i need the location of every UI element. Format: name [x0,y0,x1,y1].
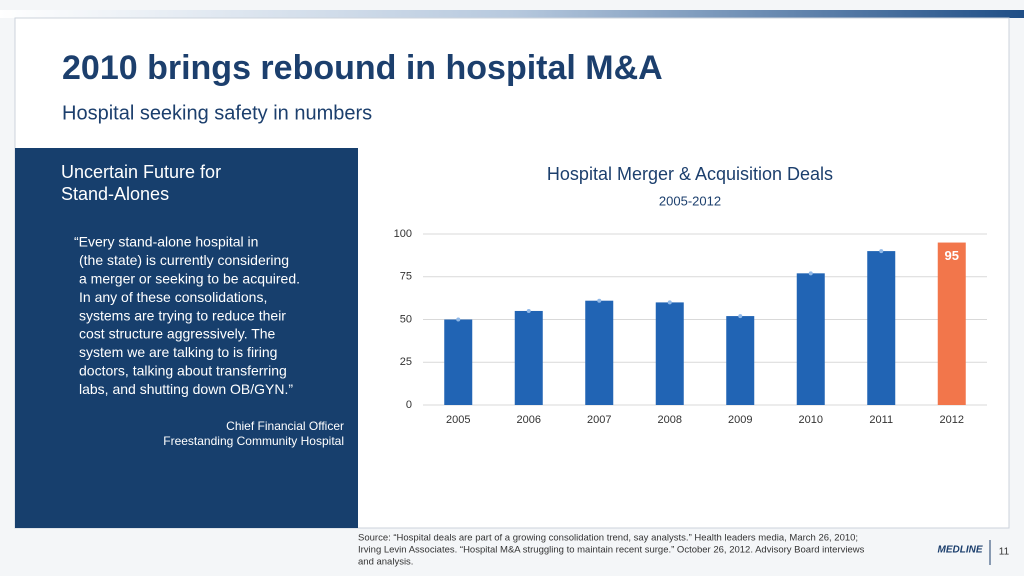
top-bar [0,10,1024,18]
quote-line: a merger or seeking to be acquired. [79,271,300,287]
quote-line: doctors, talking about transferring [79,363,287,379]
bar [726,316,755,405]
bar-marker [879,249,884,254]
y-tick-label: 25 [400,356,412,368]
x-tick-label: 2011 [869,414,893,426]
page-number: 11 [999,547,1010,558]
chart-title: Hospital Merger & Acquisition Deals [547,164,833,184]
bar-marker [526,308,531,313]
y-tick-label: 0 [406,399,412,411]
chart-subtitle: 2005-2012 [659,193,721,208]
quote-line: cost structure aggressively. The [79,326,276,342]
bar-marker [738,314,743,319]
x-tick-label: 2008 [658,414,682,426]
quote-line: labs, and shutting down OB/GYN.” [79,381,293,397]
panel-heading: Stand-Alones [61,184,169,204]
logo: MEDLINE [938,545,983,556]
source-line: Source: “Hospital deals are part of a gr… [358,533,858,544]
quote-line: “Every stand-alone hospital in [74,234,258,250]
bar [514,310,543,405]
bar-marker [456,317,461,322]
bar-marker [597,298,602,303]
x-tick-label: 2006 [517,414,541,426]
slide-subtitle: Hospital seeking safety in numbers [62,102,372,124]
source-line: Irving Levin Associates. “Hospital M&A s… [358,545,865,556]
source-line: and analysis. [358,557,413,568]
y-tick-label: 100 [394,228,412,240]
panel-heading: Uncertain Future for [61,162,221,182]
quote-line: (the state) is currently considering [79,252,289,268]
y-tick-label: 75 [400,271,412,283]
x-tick-label: 2005 [446,414,470,426]
bar [867,251,896,405]
quote-line: In any of these consolidations, [79,289,267,305]
attribution: Freestanding Community Hospital [163,434,344,448]
quote-line: system we are talking to is firing [79,344,277,360]
attribution: Chief Financial Officer [226,419,344,433]
bar [444,319,473,405]
slide-title: 2010 brings rebound in hospital M&A [62,49,663,87]
x-tick-label: 2007 [587,414,611,426]
bar [937,242,966,405]
x-tick-label: 2010 [799,414,823,426]
quote-line: systems are trying to reduce their [79,307,286,323]
bar [585,300,614,405]
x-tick-label: 2009 [728,414,752,426]
bar-marker [667,300,672,305]
bar [655,302,684,405]
side-panel [15,148,358,528]
x-tick-label: 2012 [940,414,964,426]
bar [796,273,825,405]
data-label: 95 [945,248,959,263]
bar-marker [808,271,813,276]
y-tick-label: 50 [400,313,412,325]
